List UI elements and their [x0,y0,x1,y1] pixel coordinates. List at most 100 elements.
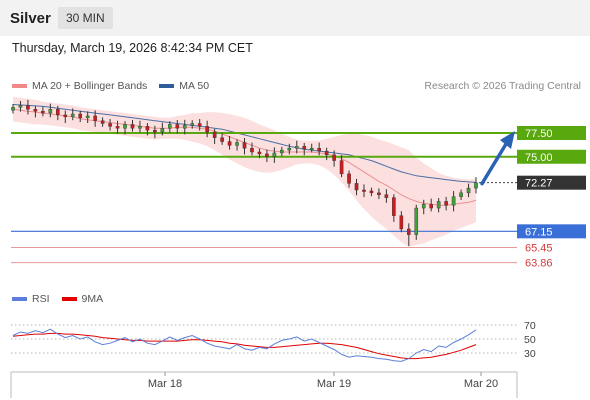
candle-bear [212,131,217,138]
target-label-2-bg [517,149,586,164]
last-price-label-bg [517,175,586,190]
candle-bear [145,126,150,131]
legend-item-9ma: 9MA [61,293,104,305]
candle-bull [182,125,187,129]
candle-bull [280,149,284,154]
candle-bear [429,204,433,209]
x-tick-label: Mar 20 [464,378,498,390]
target-label-1-bg [517,126,586,140]
candle-bear [63,114,68,118]
support-label: 67.15 [525,226,553,238]
forecast-arrow-head [500,131,515,149]
candle-bear [220,137,224,142]
rsi-level-label: 30 [524,348,536,360]
candle-bear [369,190,374,194]
x-tick-label: Mar 18 [148,378,182,390]
ma50-line [12,104,477,183]
candle-bear [250,147,254,153]
legend-item-ma50: MA 50 [159,80,209,92]
support-label-bg [517,224,586,239]
rsi-legend: RSI 9MA [12,293,115,305]
candle-bull [272,152,277,157]
candle-bull [287,147,292,151]
rsi-level-label: 70 [524,320,536,332]
forecast-arrow-shaft [480,142,508,186]
legend-item-bollinger: MA 20 + Bollinger Bands [12,80,147,92]
rsi-9ma-line [12,332,477,360]
candle-bear [56,109,60,116]
candle-bull [436,201,441,209]
candle-bull [18,105,23,108]
legend-swatch-bollinger [12,84,27,88]
last-price-label: 72.27 [525,178,553,190]
x-tick-label: Mar 19 [317,378,351,390]
candle-bear [257,151,262,155]
candle-bull [11,107,15,111]
candle-bull [459,192,463,197]
candle-bear [302,146,307,150]
candle-bull [168,124,172,129]
candle-bear [41,110,45,114]
legend-item-rsi: RSI [12,293,50,305]
candle-bear [399,215,404,230]
lower-level-label-2: 63.86 [525,258,553,270]
candle-bear [100,120,105,124]
price-legend: MA 20 + Bollinger Bands MA 50 [12,80,221,92]
candle-bear [108,123,112,127]
legend-swatch-ma50 [159,84,175,88]
candle-bear [265,153,269,157]
header-bar: Silver 30 MIN [0,0,590,36]
candle-bear [115,126,120,129]
candle-bull [160,128,165,133]
candle-bear [227,141,232,146]
candle-bear [153,129,157,133]
candle-bull [85,115,90,119]
candle-bear [33,109,38,112]
candle-bull [70,113,75,118]
candle-bull [190,123,195,126]
candle-bear [26,105,30,110]
candle-bull [309,147,314,150]
candle-bear [347,173,351,184]
candle-bear [362,189,366,192]
candle-bear [406,228,411,235]
candle-bear [444,201,448,206]
candle-bear [197,123,202,127]
candle-bull [414,207,419,235]
candle-bear [205,126,209,133]
bollinger-band-area [13,96,476,248]
legend-swatch-9ma [61,297,77,301]
legend-label-rsi: RSI [32,293,50,305]
legend-swatch-rsi [12,297,27,301]
candle-bear [242,142,247,149]
candle-bull [123,124,127,129]
instrument-title: Silver [10,10,51,27]
candle-bear [384,194,389,198]
candle-bear [175,124,180,129]
candle-bull [474,182,478,189]
legend-label-ma50: MA 50 [179,80,210,92]
candle-bear [354,183,359,191]
target-label-2: 75.00 [525,152,553,164]
datetime-label: Thursday, March 19, 2026 8:42:34 PM CET [12,41,253,55]
candle-bear [78,113,83,118]
candle-bear [392,197,396,216]
candle-bear [93,115,97,121]
candle-bear [317,147,321,152]
rsi-level-label: 50 [524,334,536,346]
candle-bull [421,204,426,209]
candle-bear [130,124,135,129]
candle-bear [377,192,381,195]
legend-label-9ma: 9MA [81,293,104,305]
credit-label: Research © 2026 Trading Central [424,80,581,92]
candle-bull [451,196,456,206]
candle-bear [339,160,344,175]
candle-bull [48,109,53,114]
candle-bull [138,126,142,129]
candle-bull [294,146,299,149]
legend-label-bollinger: MA 20 + Bollinger Bands [32,80,148,92]
candle-bear [324,150,329,156]
candle-bull [466,187,471,194]
timeframe-button[interactable]: 30 MIN [58,7,113,29]
